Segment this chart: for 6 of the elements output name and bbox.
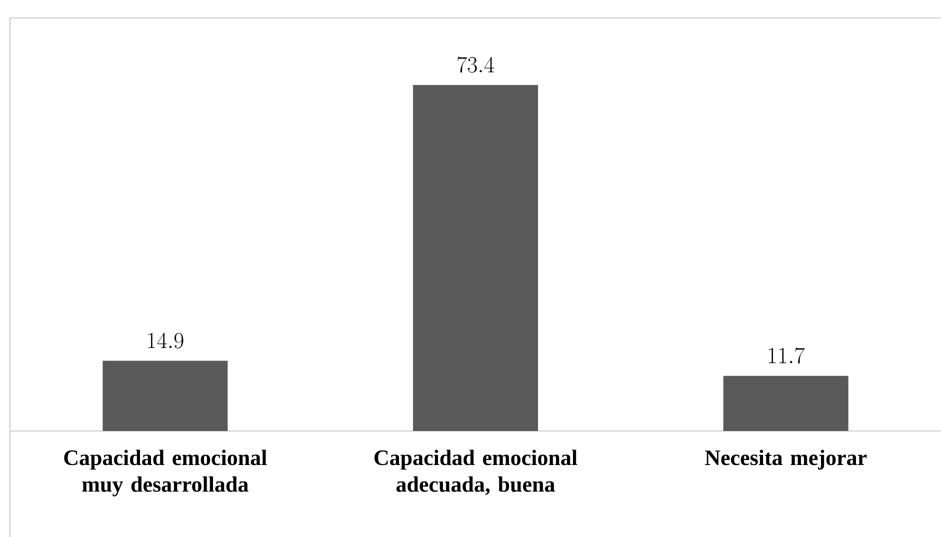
x-tick-label: Capacidad emocional adecuada, buena xyxy=(374,450,578,496)
data-label: 11 .7 xyxy=(768,348,805,364)
data-label: 14.9 xyxy=(148,332,184,348)
x-tick-label: Necesita mejorar xyxy=(705,450,867,470)
x-tick-label: Capacidad emocional muy desarrollada xyxy=(64,450,267,496)
data-label: 73.4 xyxy=(458,56,494,73)
